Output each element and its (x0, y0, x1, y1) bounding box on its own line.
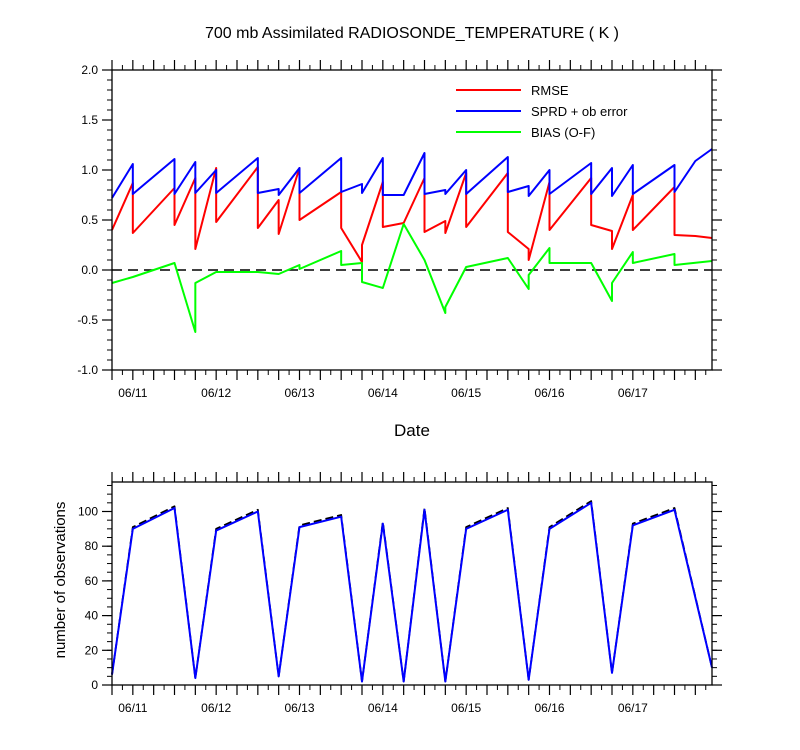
legend-label: RMSE (531, 83, 569, 98)
bottom-y-tick-label: 80 (85, 539, 99, 553)
top-series-group (111, 148, 713, 333)
top-x-tick-label: 06/12 (201, 386, 231, 400)
legend-label: SPRD + ob error (531, 104, 628, 119)
bottom-series-line-observations-possible (111, 500, 713, 683)
bottom-x-tick-label: 06/11 (118, 701, 147, 715)
top-y-tick-label: 1.5 (81, 113, 98, 127)
legend-label: BIAS (O-F) (531, 125, 595, 140)
bottom-x-tick-label: 06/13 (284, 701, 314, 715)
top-x-tick-label: 06/15 (451, 386, 481, 400)
top-y-tick-label: 1.0 (81, 163, 98, 177)
bottom-ticks: 0 20 40 60 80 100 06/11 06/12 06/13 06/14 06/15 06/… (78, 472, 722, 715)
x-axis-title: Date (394, 421, 430, 440)
bottom-y-tick-label: 40 (85, 609, 99, 623)
top-x-tick-label: 06/14 (368, 386, 398, 400)
chart-title: 700 mb Assimilated RADIOSONDE_TEMPERATUR… (205, 25, 619, 42)
top-x-tick-label: 06/11 (118, 386, 147, 400)
top-x-tick-label: 06/13 (284, 386, 314, 400)
bottom-plot-frame (111, 481, 713, 686)
bottom-x-tick-label: 06/14 (368, 701, 398, 715)
bottom-x-tick-label: 06/12 (201, 701, 231, 715)
bottom-x-tick-label: 06/15 (451, 701, 481, 715)
top-series-line-bias-o-f (111, 223, 713, 333)
bottom-y-tick-label: 60 (85, 574, 99, 588)
top-plot-frame (111, 69, 713, 371)
bottom-x-tick-label: 06/17 (618, 701, 648, 715)
top-y-tick-label: 2.0 (81, 63, 98, 77)
bottom-y-tick-label: 100 (78, 504, 98, 518)
top-y-tick-label: 0.5 (81, 213, 98, 227)
bottom-series-line-observations-used (111, 501, 713, 683)
y-axis-title-observations: number of observations (52, 502, 69, 659)
top-series-line-sprd-ob-error (111, 148, 713, 199)
top-ticks: -1.0 -0.5 0.0 0.5 1.0 1.5 2.0 06/11 06/12 06/13 06… (77, 60, 722, 400)
legend: RMSE SPRD + ob error BIAS (O-F) (456, 83, 628, 140)
top-x-tick-label: 06/16 (534, 386, 564, 400)
bottom-series-group (111, 500, 713, 683)
bottom-x-tick-label: 06/16 (534, 701, 564, 715)
top-y-tick-label: 0.0 (81, 263, 98, 277)
bottom-y-tick-label: 20 (85, 643, 99, 657)
bottom-y-tick-label: 0 (91, 678, 98, 692)
top-x-tick-label: 06/17 (618, 386, 648, 400)
top-y-tick-label: -1.0 (77, 363, 98, 377)
top-y-tick-label: -0.5 (77, 313, 98, 327)
